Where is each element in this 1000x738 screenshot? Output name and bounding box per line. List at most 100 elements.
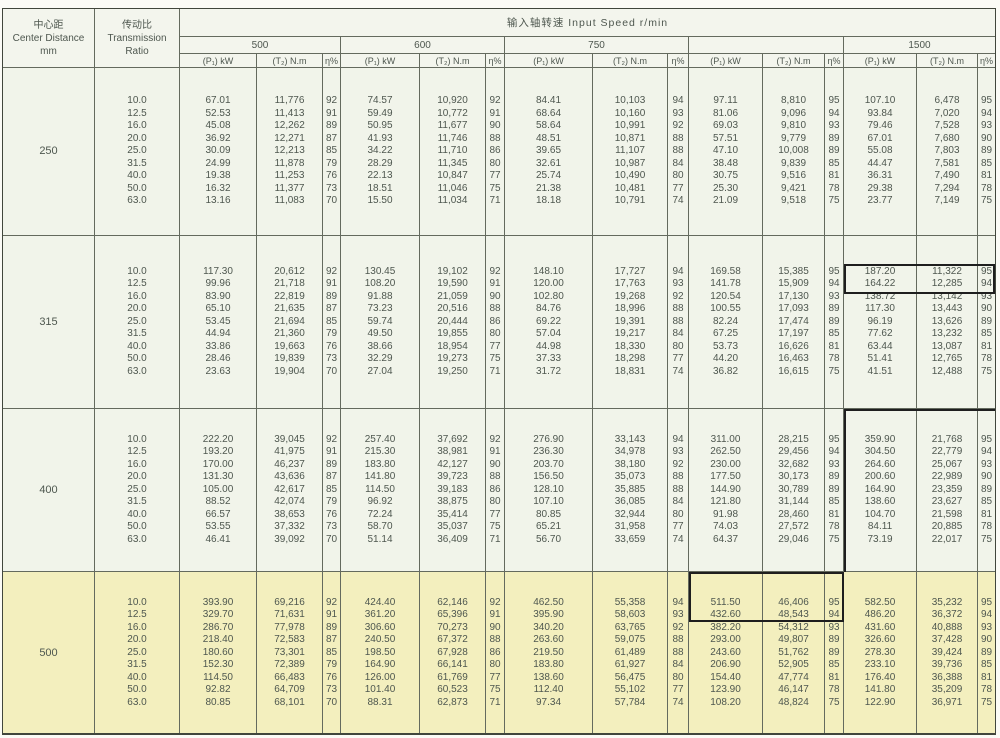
p1-value: 32.61 (535, 157, 562, 169)
t2-value: 21,360 (274, 328, 305, 340)
eta-value: 87 (325, 303, 338, 315)
eta-value: 91 (325, 609, 338, 621)
ratio-value: 40.0 (127, 170, 147, 182)
p1-value: 395.90 (533, 609, 564, 621)
data-column: 19,102 19,590 21,059 20,516 20,444 19,855 18,9… (420, 236, 486, 408)
p1-value: 53.55 (205, 521, 231, 533)
t2-value: 12,285 (931, 278, 963, 290)
t2-value: 21,718 (274, 278, 305, 290)
eta-value: 91 (325, 278, 338, 290)
eta-value: 92 (672, 290, 684, 302)
t2-value: 11,413 (274, 107, 305, 119)
t2-value: 38,653 (274, 508, 305, 520)
eta-value: 89 (828, 303, 840, 315)
eta-value: 75 (489, 521, 501, 533)
t2-value: 72,389 (274, 659, 305, 671)
speed-header-1500: 1500 (908, 39, 931, 51)
t2-value: 77,978 (274, 621, 305, 633)
eta-value: 77 (489, 671, 501, 683)
p1-value: 22.13 (367, 170, 393, 182)
t2-value: 43,636 (274, 471, 305, 483)
ratio-value: 63.0 (127, 533, 147, 545)
eta-value: 89 (325, 120, 338, 132)
p1-value: 218.40 (202, 634, 234, 646)
t2-value: 36,372 (931, 609, 963, 621)
ratio-value: 25.0 (127, 145, 147, 157)
t2-value: 29,046 (778, 533, 809, 545)
p1-value: 144.90 (710, 483, 741, 495)
p1-value: 15.50 (367, 195, 393, 207)
t2-value: 40,888 (931, 621, 963, 633)
t2-value: 18,996 (614, 303, 646, 315)
eta-value: 90 (980, 303, 993, 315)
p1-value: 276.90 (533, 433, 564, 445)
eta-value: 71 (489, 696, 501, 708)
data-column: 55,358 58,603 63,765 59,075 61,489 61,927 56,4… (593, 572, 668, 733)
p1-value: 53.45 (205, 315, 231, 327)
data-column: 97.11 81.06 69.03 57.51 47.10 38.48 30.75 25.30… (689, 68, 763, 235)
eta-value: 95 (828, 265, 840, 277)
t2-value: 33,659 (614, 533, 646, 545)
p1-value: 65.10 (205, 303, 231, 315)
ratio-value: 20.0 (127, 303, 147, 315)
t2-value: 13,232 (931, 328, 963, 340)
t2-value: 10,791 (614, 195, 646, 207)
p1-value: 44.94 (205, 328, 231, 340)
p1-value: 183.80 (364, 458, 396, 470)
t2-value: 9,839 (780, 157, 807, 169)
t2-value: 56,475 (614, 671, 646, 683)
speed-header-500: 500 (180, 37, 341, 53)
p1-value: 28.29 (367, 157, 393, 169)
eta-value: 74 (672, 195, 684, 207)
t2-value: 20,444 (437, 315, 468, 327)
data-column: 169.58 141.78 120.54 100.55 82.24 67.25 53.73 4… (689, 236, 763, 408)
t2-value: 72,583 (274, 634, 305, 646)
ratio-value: 63.0 (127, 195, 147, 207)
t2-value: 9,810 (780, 120, 807, 132)
data-column: 10,920 10,772 11,677 11,746 11,710 11,345 10,8… (420, 68, 486, 235)
p1-value: 177.50 (710, 471, 741, 483)
eta-value: 70 (325, 195, 338, 207)
p1-value: 107.10 (864, 95, 896, 107)
eta-value: 77 (672, 684, 684, 696)
p1-value: 193.20 (202, 446, 234, 458)
t2-value: 16,615 (778, 365, 809, 377)
data-column: 92 91 89 87 85 79 76 73 70 (323, 236, 341, 408)
eta-value: 80 (489, 659, 501, 671)
eta-value: 86 (489, 483, 501, 495)
t2-value: 18,330 (614, 340, 646, 352)
eta-value: 91 (489, 107, 501, 119)
ratio-value: 16.0 (127, 458, 147, 470)
center-distance-header-en: Center Distance (12, 32, 85, 44)
p1-value: 393.90 (202, 596, 234, 608)
p1-value: 156.50 (533, 471, 564, 483)
eta-value: 84 (672, 157, 684, 169)
p1-value: 121.80 (710, 496, 741, 508)
p1-value: 18.51 (367, 182, 393, 194)
t2-value: 64,709 (274, 684, 305, 696)
data-column: 11,322 12,285 13,142 13,443 13,626 13,232 13,0… (917, 236, 978, 408)
eta-value: 70 (325, 696, 338, 708)
p1-value: 84.76 (535, 303, 562, 315)
ratio-value: 16.0 (127, 290, 147, 302)
t2-value: 12,262 (274, 120, 305, 132)
t2-value: 11,322 (932, 265, 962, 277)
eta-value: 77 (489, 340, 501, 352)
p1-value: 38.48 (712, 157, 739, 169)
t2-value: 20,885 (931, 521, 963, 533)
ratio-column: 10.0 12.5 16.0 20.0 25.0 31.5 40.0 50.0 63.0 (95, 236, 180, 408)
t2-value: 49,807 (778, 634, 809, 646)
t2-value: 16,626 (778, 340, 809, 352)
eta-value: 95 (828, 596, 840, 608)
p1-value: 25.74 (535, 170, 562, 182)
t2-value: 17,130 (778, 290, 809, 302)
t2-value: 38,180 (614, 458, 646, 470)
p1-value: 32.29 (367, 353, 393, 365)
t2-value: 19,273 (437, 353, 468, 365)
ratio-value: 31.5 (127, 659, 147, 671)
data-column: 62,146 65,396 70,273 67,372 67,928 66,141 61,7… (420, 572, 486, 733)
t2-value: 68,101 (274, 696, 305, 708)
t2-value: 11,710 (437, 145, 468, 157)
t2-column-header: (T₂) N.m (917, 54, 978, 67)
input-speed-title: 输入轴转速 Input Speed r/min (180, 9, 995, 37)
